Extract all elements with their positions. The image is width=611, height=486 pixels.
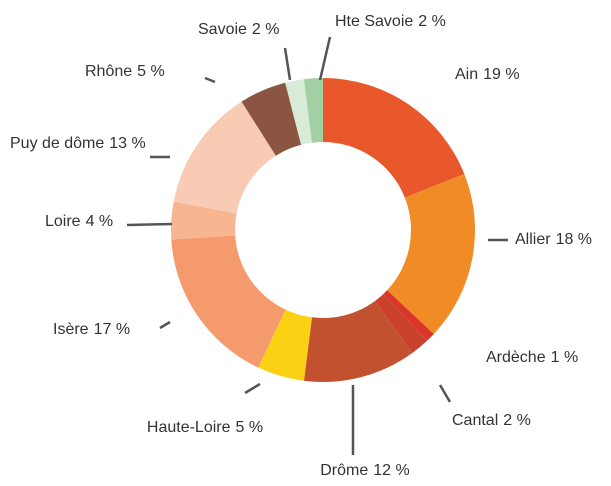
- leader-line: [159, 320, 171, 330]
- slice-name: Drôme: [320, 462, 368, 479]
- leader-line: [283, 47, 292, 81]
- slice-label: Puy de dôme 13 %: [10, 135, 146, 152]
- slice-value: 12 %: [373, 462, 409, 479]
- slice-label: Hte Savoie 2 %: [335, 13, 446, 30]
- slice-label: Loire 4 %: [45, 213, 113, 230]
- leader-line: [204, 76, 216, 84]
- slice-label: Cantal 2 %: [452, 412, 531, 429]
- slice-name: Puy de dôme: [10, 135, 104, 152]
- leader-line: [318, 36, 332, 81]
- donut-slice: [303, 78, 323, 143]
- slice-value: 13 %: [109, 135, 145, 152]
- donut-slice: [374, 294, 428, 353]
- slice-value: 5 %: [137, 63, 165, 80]
- slice-name: Isère: [53, 321, 89, 338]
- slice-label: Drôme 12 %: [320, 462, 409, 479]
- donut-slice: [241, 82, 302, 156]
- leader-line: [126, 222, 173, 227]
- slice-value: 4 %: [86, 213, 114, 230]
- donut-slice: [323, 78, 465, 198]
- donut-slice: [303, 301, 413, 382]
- donut-slice: [258, 309, 312, 381]
- slice-name: Ain: [455, 66, 478, 83]
- slice-label: Rhône 5 %: [85, 63, 165, 80]
- slice-label: Isère 17 %: [53, 321, 130, 338]
- slice-value: 2 %: [252, 21, 280, 38]
- donut-slice: [383, 290, 434, 341]
- slice-value: 17 %: [94, 321, 130, 338]
- slice-label: Ain 19 %: [455, 66, 520, 83]
- slice-value: 2 %: [503, 412, 531, 429]
- slice-label: Haute-Loire 5 %: [147, 419, 263, 436]
- slice-name: Rhône: [85, 63, 132, 80]
- leader-line: [244, 382, 261, 395]
- slice-value: 1 %: [551, 349, 579, 366]
- donut-slice: [171, 201, 237, 240]
- slice-name: Haute-Loire: [147, 419, 231, 436]
- donut-slice: [173, 101, 276, 214]
- slice-value: 19 %: [483, 66, 519, 83]
- slice-value: 5 %: [236, 419, 264, 436]
- slice-label: Ardèche 1 %: [486, 349, 578, 366]
- slice-label: Savoie 2 %: [198, 21, 280, 38]
- slice-value: 2 %: [418, 13, 446, 30]
- donut-slice: [171, 235, 286, 368]
- slice-name: Cantal: [452, 412, 498, 429]
- slice-name: Savoie: [198, 21, 247, 38]
- slice-label: Allier 18 %: [515, 231, 592, 248]
- leader-line: [438, 384, 452, 403]
- slice-name: Hte Savoie: [335, 13, 413, 30]
- donut-slice: [387, 174, 475, 335]
- slice-value: 18 %: [556, 231, 592, 248]
- slice-name: Allier: [515, 231, 551, 248]
- slice-name: Ardèche: [486, 349, 546, 366]
- slice-name: Loire: [45, 213, 81, 230]
- donut-slice: [285, 79, 312, 145]
